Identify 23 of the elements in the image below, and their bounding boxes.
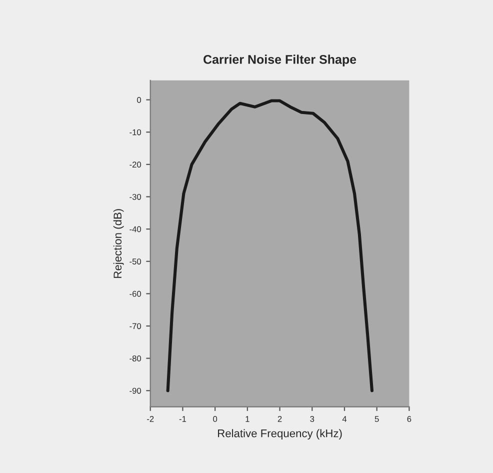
y-axis-title: Rejection (dB) — [113, 209, 124, 278]
y-tick-label: -40 — [130, 226, 142, 232]
y-tick-label: -10 — [130, 129, 142, 136]
y-tick-label: -90 — [130, 388, 142, 394]
x-tick-label: 0 — [213, 416, 218, 422]
line-series — [166, 99, 374, 392]
x-tick-label: 5 — [374, 416, 379, 422]
x-tick-label: -1 — [179, 416, 186, 422]
x-tick-label: 1 — [246, 416, 250, 422]
x-axis-title: Relative Frequency (kHz) — [218, 429, 342, 440]
y-tick-label: -50 — [130, 258, 142, 264]
chart-title: Carrier Noise Filter Shape — [204, 54, 356, 66]
y-tick-label: -30 — [130, 194, 142, 200]
x-tick-label: 6 — [407, 416, 412, 422]
y-tick-label: -60 — [130, 290, 142, 297]
y-tick-label: -20 — [130, 162, 142, 168]
y-tick-label: 0 — [137, 97, 142, 103]
x-tick-label: 3 — [310, 416, 314, 422]
x-tick-label: -2 — [147, 416, 154, 422]
y-tick-label: -70 — [130, 323, 142, 330]
y-tick-label: -80 — [130, 356, 142, 362]
x-tick-label: 2 — [278, 416, 282, 422]
x-tick-label: 4 — [342, 416, 347, 422]
